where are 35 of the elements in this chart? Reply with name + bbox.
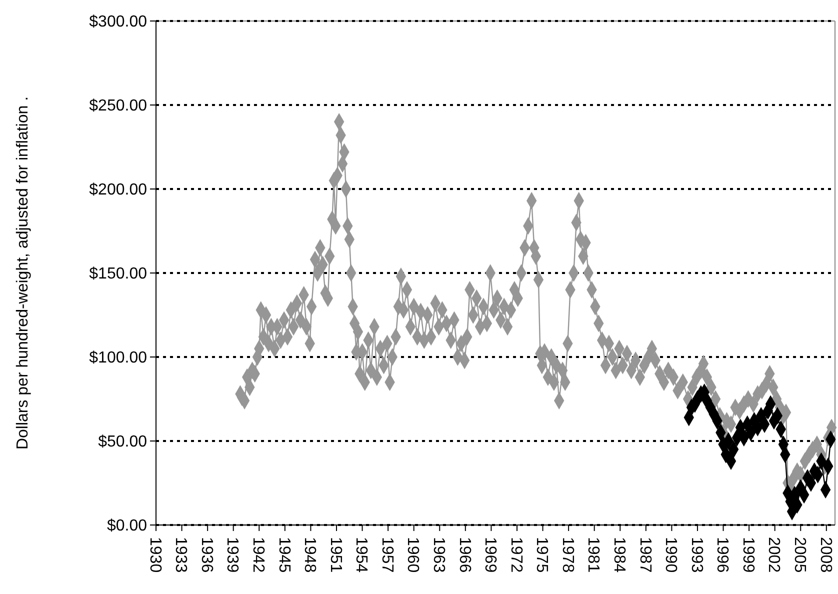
- y-tick-label: $250.00: [89, 98, 148, 115]
- x-tick-label: 1987: [636, 537, 654, 573]
- x-tick-label: 1945: [275, 537, 292, 573]
- y-tick-label: $150.00: [89, 266, 148, 283]
- y-tick-label: $0.00: [106, 518, 148, 535]
- x-tick-label: 1990: [662, 537, 680, 573]
- y-tick-label: $300.00: [89, 14, 148, 31]
- y-tick-label: $200.00: [89, 182, 148, 199]
- x-tick-label: 1999: [739, 537, 756, 573]
- x-tick-label: 1975: [533, 537, 550, 573]
- x-tick-label: 2002: [765, 537, 782, 573]
- y-tick-label: $100.00: [89, 350, 148, 367]
- x-tick-label: 1948: [301, 537, 318, 573]
- y-tick-label: $50.00: [98, 434, 148, 451]
- x-tick-label: 2005: [791, 537, 808, 573]
- x-tick-label: 1930: [146, 537, 164, 573]
- y-axis-title: Dollars per hundred-weight, adjusted for inflation .: [14, 96, 32, 450]
- x-tick-label: 1933: [172, 537, 190, 573]
- x-tick-label: 1957: [378, 537, 396, 573]
- x-tick-label: 1966: [456, 537, 473, 573]
- x-tick-label: 1939: [224, 537, 241, 573]
- x-tick-label: 1978: [558, 537, 576, 573]
- x-tick-label: 1936: [198, 537, 215, 573]
- x-tick-label: 1951: [326, 537, 344, 573]
- x-tick-label: 1984: [610, 537, 628, 573]
- x-tick-label: 2008: [816, 537, 834, 573]
- x-tick-label: 1981: [584, 537, 602, 573]
- x-tick-label: 1960: [404, 537, 422, 573]
- x-tick-label: 1942: [250, 537, 267, 573]
- x-tick-label: 1993: [688, 537, 705, 573]
- x-tick-label: 1996: [714, 537, 731, 573]
- x-tick-label: 1954: [352, 537, 370, 573]
- x-tick-label: 1972: [507, 537, 524, 573]
- x-tick-label: 1963: [430, 537, 448, 573]
- x-tick-label: 1969: [482, 537, 499, 573]
